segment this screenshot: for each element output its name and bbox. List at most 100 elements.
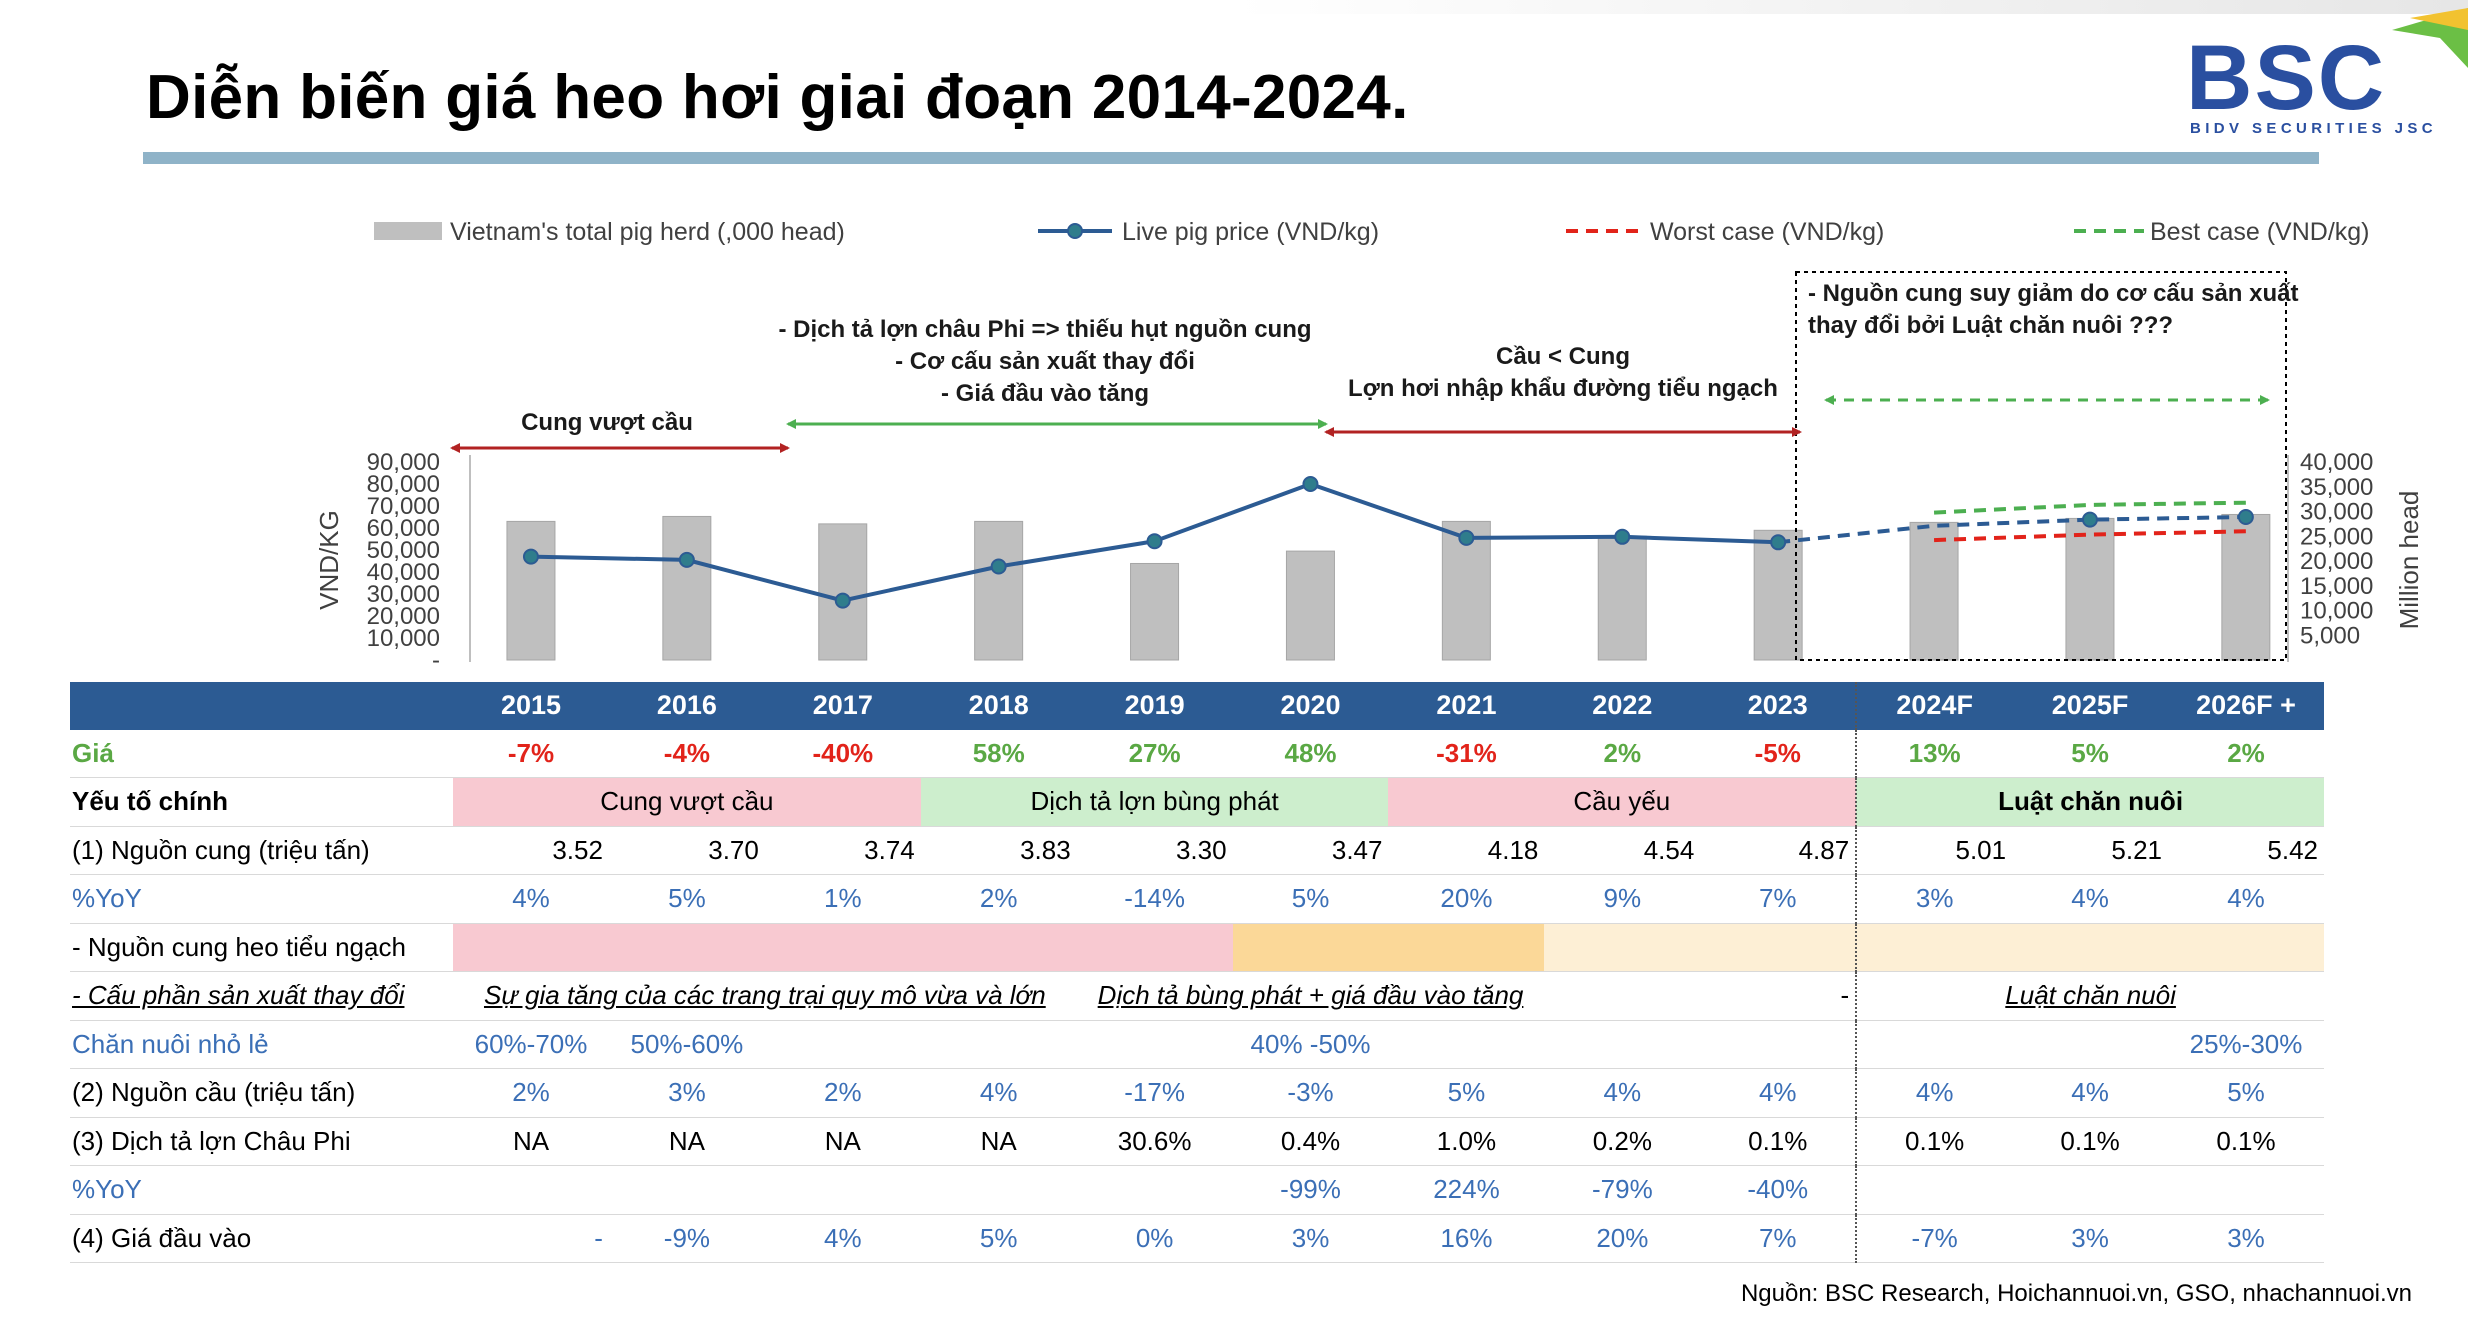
gia-cell: -5% <box>1700 729 1858 778</box>
yoy-cell: 224% <box>1388 1165 1545 1215</box>
year-header: 2017 <box>764 682 921 730</box>
logo-arrow-icon <box>2392 8 2468 68</box>
y2-tick-label: 5,000 <box>2300 622 2360 649</box>
y2-tick-label: 30,000 <box>2300 499 2373 526</box>
yoy-cell: 1% <box>764 874 921 924</box>
input-cost-cell: 3% <box>1232 1214 1389 1263</box>
share-cell: 60%-70% <box>453 1020 609 1069</box>
gia-cell: 48% <box>1232 729 1389 778</box>
row-label: %YoY <box>70 1165 454 1215</box>
supply-cell: 3.83 <box>920 826 1077 875</box>
herd-bar <box>506 520 556 661</box>
supply-cell: 3.52 <box>453 826 609 875</box>
input-cost-cell: -7% <box>1856 1214 2013 1263</box>
gia-cell: 58% <box>920 729 1077 778</box>
demand-cell: 4% <box>1544 1068 1701 1118</box>
year-header: 2023 <box>1700 682 1858 730</box>
y-tick-label: 80,000 <box>367 471 440 498</box>
price-point <box>1302 476 1319 492</box>
table-row-co-cau: - Cấu phần sản xuất thay đổi Sự gia tăng… <box>70 971 2324 1021</box>
table-row-yoy-asf: %YoY -99% 224% -79% -40% <box>70 1165 2324 1215</box>
asf-cell: 1.0% <box>1388 1117 1545 1166</box>
asf-cell: NA <box>453 1117 609 1166</box>
supply-cell: 3.47 <box>1232 826 1389 875</box>
year-header: 2016 <box>608 682 765 730</box>
table-row-gia: Giá -7% -4% -40% 58% 27% 48% -31% 2% -5%… <box>70 729 2324 778</box>
band-cung-vuot-cau: Cung vượt cầu <box>453 777 921 827</box>
row-label: Giá <box>70 729 454 778</box>
input-cost-cell: 16% <box>1388 1214 1545 1263</box>
herd-bar <box>1130 562 1180 661</box>
price-point <box>1770 534 1787 551</box>
pig-price-chart: -10,00020,00030,00040,00050,00060,00070,… <box>314 218 2424 674</box>
input-cost-cell: 0% <box>1076 1214 1233 1263</box>
supply-cell: 4.18 <box>1388 826 1545 875</box>
demand-cell: 4% <box>1856 1068 2013 1118</box>
y2-axis-title: Million head <box>2394 491 2424 630</box>
demand-cell: 2% <box>764 1068 921 1118</box>
herd-bar <box>2221 513 2271 661</box>
demand-cell: 4% <box>920 1068 1077 1118</box>
herd-bar <box>1597 535 1647 661</box>
table-header-row: 2015 2016 2017 2018 2019 2020 2021 2022 … <box>70 682 2324 730</box>
yoy-cell: 4% <box>453 874 609 924</box>
row-label: (4) Giá đầu vào <box>70 1214 454 1263</box>
gia-cell: 27% <box>1076 729 1233 778</box>
row-label: Chăn nuôi nhỏ lẻ <box>70 1020 454 1069</box>
herd-bar <box>818 523 868 661</box>
y-tick-label: 60,000 <box>367 515 440 542</box>
co-cau-text: Dịch tả bùng phát + giá đầu vào tăng <box>1076 971 1545 1021</box>
row-label: %YoY <box>70 874 454 924</box>
price-point <box>1458 529 1475 546</box>
source-note: Nguồn: BSC Research, Hoichannuoi.vn, GSO… <box>1740 1280 2412 1307</box>
y-tick-label: 70,000 <box>367 493 440 520</box>
gia-cell: 2% <box>2168 729 2324 778</box>
herd-bar <box>1909 521 1959 661</box>
price-point <box>1146 533 1163 550</box>
band-luat-chan-nuoi: Luật chăn nuôi <box>1856 777 2324 827</box>
annotation-text: - Nguồn cung suy giảm do cơ cấu sản xuất <box>1808 280 2298 307</box>
demand-cell: -3% <box>1232 1068 1389 1118</box>
band-tieu-ngach-high <box>453 923 1233 972</box>
share-cell: 50%-60% <box>608 1020 765 1069</box>
price-point <box>990 558 1007 575</box>
y2-tick-label: 20,000 <box>2300 548 2373 575</box>
y-tick-label: 30,000 <box>367 581 440 608</box>
band-tieu-ngach-mid <box>1232 923 1545 972</box>
table-row-tieu-ngach: - Nguồn cung heo tiểu ngạch <box>70 923 2324 972</box>
herd-bar <box>974 520 1024 661</box>
demand-cell: 5% <box>2168 1068 2324 1118</box>
annotation-text: - Cơ cấu sản xuất thay đổi <box>895 348 1195 375</box>
supply-cell: 3.70 <box>608 826 765 875</box>
asf-cell: 0.1% <box>1700 1117 1858 1166</box>
table-row-nhu-cau: (2) Nguồn cầu (triệu tấn) 2% 3% 2% 4% -1… <box>70 1068 2324 1118</box>
gia-cell: 2% <box>1544 729 1701 778</box>
annotation-text: Cung vượt cầu <box>521 409 693 436</box>
price-point <box>522 548 539 565</box>
supply-cell: 4.87 <box>1700 826 1858 875</box>
annotation-text: thay đổi bởi Luật chăn nuôi ??? <box>1808 312 2173 339</box>
annotation-text: Lợn hơi nhập khẩu đường tiểu ngạch <box>1348 375 1778 402</box>
gia-cell: -7% <box>453 729 609 778</box>
yoy-cell: 4% <box>2168 874 2324 924</box>
row-label: (3) Dịch tả lợn Châu Phi <box>70 1117 454 1166</box>
yoy-cell: 3% <box>1856 874 2013 924</box>
row-label: - Nguồn cung heo tiểu ngạch <box>70 923 454 972</box>
co-cau-text: Luật chăn nuôi <box>1856 971 2324 1021</box>
logo-subtitle: BIDV SECURITIES JSC <box>2190 120 2437 137</box>
year-header: 2015 <box>453 682 609 730</box>
gia-cell: 5% <box>2012 729 2169 778</box>
worst-case-line <box>1933 529 2246 543</box>
asf-cell: 0.1% <box>1856 1117 2013 1166</box>
yoy-cell: 20% <box>1388 874 1545 924</box>
y-tick-label: 10,000 <box>367 625 440 652</box>
price-point <box>678 551 695 568</box>
year-header: 2021 <box>1388 682 1545 730</box>
supply-cell: 5.42 <box>2168 826 2324 875</box>
yoy-cell: 2% <box>920 874 1077 924</box>
year-header: 2024F <box>1856 682 2013 730</box>
yoy-cell: 9% <box>1544 874 1701 924</box>
legend-swatch-herd <box>374 222 442 240</box>
input-cost-cell: 4% <box>764 1214 921 1263</box>
input-cost-cell: 3% <box>2168 1214 2324 1263</box>
